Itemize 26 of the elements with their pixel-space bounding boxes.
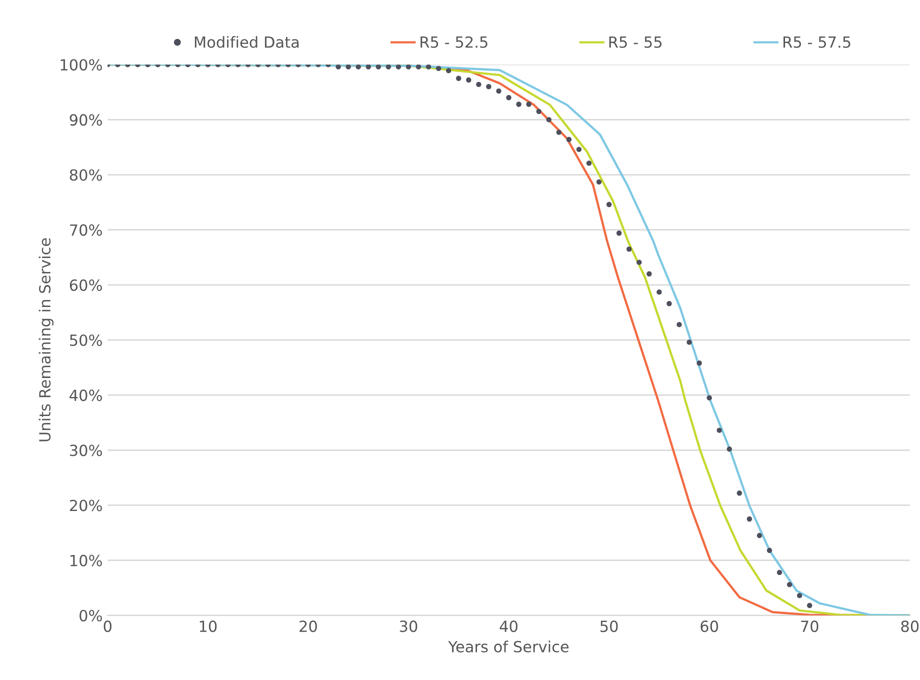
x-axis-title: Years of Service — [448, 640, 569, 652]
x-tick-label: 70 — [801, 620, 818, 632]
x-tick-label: 10 — [200, 620, 217, 632]
y-tick-label: 50% — [70, 334, 102, 346]
y-axis-title: Units Remaining in Service — [38, 238, 54, 442]
legend-label: R5 - 52.5 — [420, 36, 488, 48]
y-tick-label: 80% — [70, 169, 102, 181]
y-tick-label: 100% — [60, 59, 102, 71]
x-tick-label: 0 — [104, 620, 112, 632]
y-tick-label: 40% — [70, 390, 102, 402]
x-tick-label: 60 — [700, 620, 718, 632]
y-tick-label: 60% — [70, 279, 102, 291]
x-tick-label: 30 — [400, 620, 418, 632]
y-tick-label: 10% — [70, 554, 102, 566]
legend-label: Modified Data — [194, 36, 299, 48]
legend-label: R5 - 57.5 — [784, 36, 850, 48]
x-tick-label: 50 — [600, 620, 618, 632]
x-tick-label: 40 — [500, 620, 518, 632]
y-tick-label: 90% — [70, 114, 102, 126]
y-tick-label: 0% — [80, 610, 102, 622]
legend-label: R5 - 55 — [609, 36, 662, 48]
y-tick-label: 20% — [70, 500, 102, 512]
x-tick-label: 20 — [300, 620, 317, 632]
x-tick-label: 80 — [901, 620, 919, 632]
y-tick-label: 30% — [70, 444, 102, 456]
y-tick-label: 70% — [70, 224, 102, 236]
